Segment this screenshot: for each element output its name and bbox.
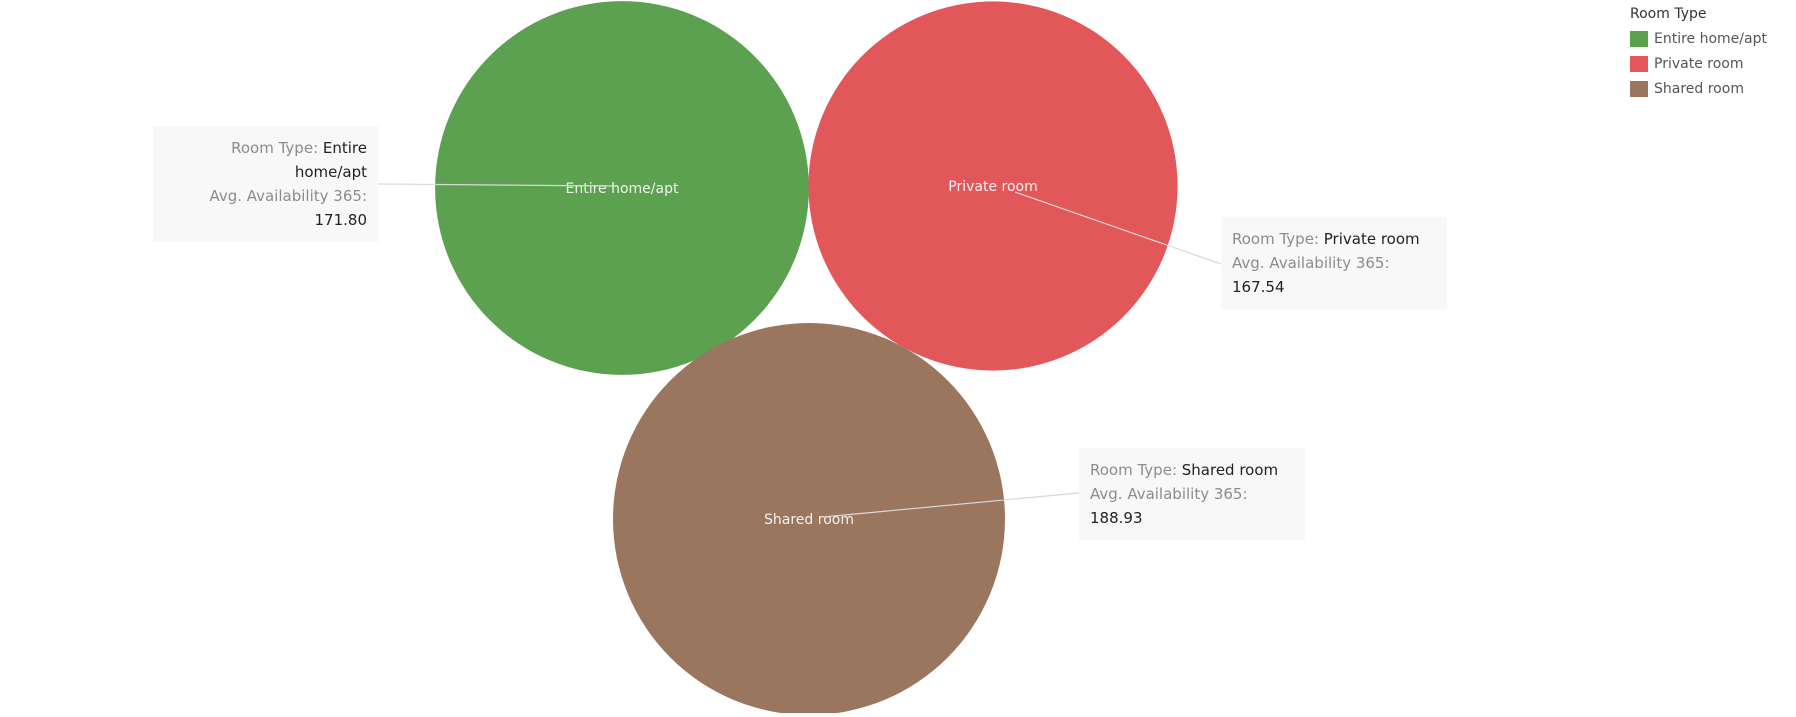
annotation-dimension-value: Private room	[1323, 230, 1420, 248]
legend-item-entire-home[interactable]: Entire home/apt	[1630, 26, 1767, 51]
annotation-dimension-value: Entire home/apt	[294, 139, 367, 181]
bubble-private-room[interactable]	[808, 1, 1178, 371]
bubble-shared-room[interactable]	[613, 323, 1005, 715]
annotation-dimension-label: Room Type	[1232, 230, 1314, 248]
annotation-measure-value: 167.54	[1232, 278, 1285, 296]
leader-line-private-room	[1014, 191, 1222, 265]
legend-swatch	[1630, 80, 1648, 97]
tooltip-leader-lines	[377, 183, 1222, 518]
annotation-measure-label: Avg. Availability 365	[1232, 254, 1385, 272]
annotation-entire-home: Room Type: Entire home/apt Avg. Availabi…	[153, 126, 378, 242]
legend-item-shared-room[interactable]: Shared room	[1630, 76, 1767, 101]
annotation-dimension-label: Room Type	[231, 139, 314, 157]
annotation-measure-label: Avg. Availability 365	[209, 187, 362, 205]
annotation-shared-room: Room Type: Shared room Avg. Availability…	[1079, 448, 1305, 540]
legend-item-label: Entire home/apt	[1654, 30, 1767, 47]
bubble-label-shared-room: Shared room	[764, 512, 854, 528]
bubbles-layer	[435, 1, 1178, 715]
legend-swatch	[1630, 30, 1648, 47]
annotation-private-room: Room Type: Private room Avg. Availabilit…	[1221, 217, 1447, 309]
annotation-dimension-value: Shared room	[1181, 461, 1279, 479]
legend-title: Room Type	[1630, 6, 1707, 22]
leader-line-shared-room	[822, 492, 1080, 518]
bubble-entire-home-apt[interactable]	[435, 1, 809, 375]
bubble-label-private-room: Private room	[948, 179, 1037, 195]
legend-item-label: Shared room	[1654, 80, 1744, 97]
annotation-dimension-label: Room Type	[1090, 461, 1172, 479]
legend-swatch	[1630, 55, 1648, 72]
annotation-measure-value: 188.93	[1090, 509, 1143, 527]
bubble-label-entire-home-apt: Entire home/apt	[566, 181, 679, 197]
annotation-measure-label: Avg. Availability 365	[1090, 485, 1243, 503]
legend: Room Type Entire home/apt Private room S…	[1630, 6, 1767, 101]
legend-item-label: Private room	[1654, 55, 1744, 72]
annotation-measure-value: 171.80	[314, 211, 368, 229]
leader-line-entire-home-apt	[377, 183, 618, 187]
legend-item-private-room[interactable]: Private room	[1630, 51, 1767, 76]
